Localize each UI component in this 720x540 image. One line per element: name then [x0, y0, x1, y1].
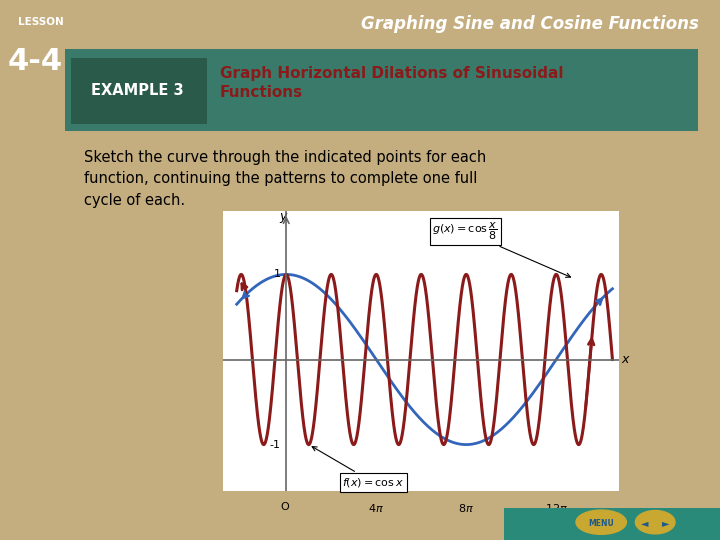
- Text: $4\pi$: $4\pi$: [368, 502, 384, 515]
- Text: ►: ►: [662, 518, 670, 528]
- FancyBboxPatch shape: [504, 458, 720, 540]
- FancyBboxPatch shape: [71, 58, 207, 124]
- Ellipse shape: [576, 510, 626, 535]
- Text: y: y: [279, 210, 287, 223]
- Text: EXAMPLE 3: EXAMPLE 3: [91, 83, 184, 98]
- Text: O: O: [281, 502, 289, 512]
- Text: $8\pi$: $8\pi$: [458, 502, 474, 515]
- Ellipse shape: [636, 510, 675, 534]
- Text: $g(x) = \cos\dfrac{x}{8}$: $g(x) = \cos\dfrac{x}{8}$: [433, 221, 570, 278]
- Text: Graphing Sine and Cosine Functions: Graphing Sine and Cosine Functions: [361, 15, 698, 33]
- Text: Graph Horizontal Dilations of Sinusoidal
Functions: Graph Horizontal Dilations of Sinusoidal…: [220, 66, 564, 100]
- Text: 4-4: 4-4: [8, 47, 63, 76]
- Text: LESSON: LESSON: [18, 17, 64, 28]
- Text: 1: 1: [274, 269, 281, 279]
- Text: $12\pi$: $12\pi$: [545, 502, 567, 515]
- Text: ◄: ◄: [641, 518, 648, 528]
- Text: MENU: MENU: [588, 518, 614, 528]
- Text: Sketch the curve through the indicated points for each
function, continuing the : Sketch the curve through the indicated p…: [84, 150, 486, 208]
- Text: -1: -1: [269, 440, 281, 450]
- Text: x: x: [621, 353, 629, 366]
- Text: $f(x) = \cos x$: $f(x) = \cos x$: [312, 447, 405, 489]
- FancyBboxPatch shape: [65, 49, 698, 131]
